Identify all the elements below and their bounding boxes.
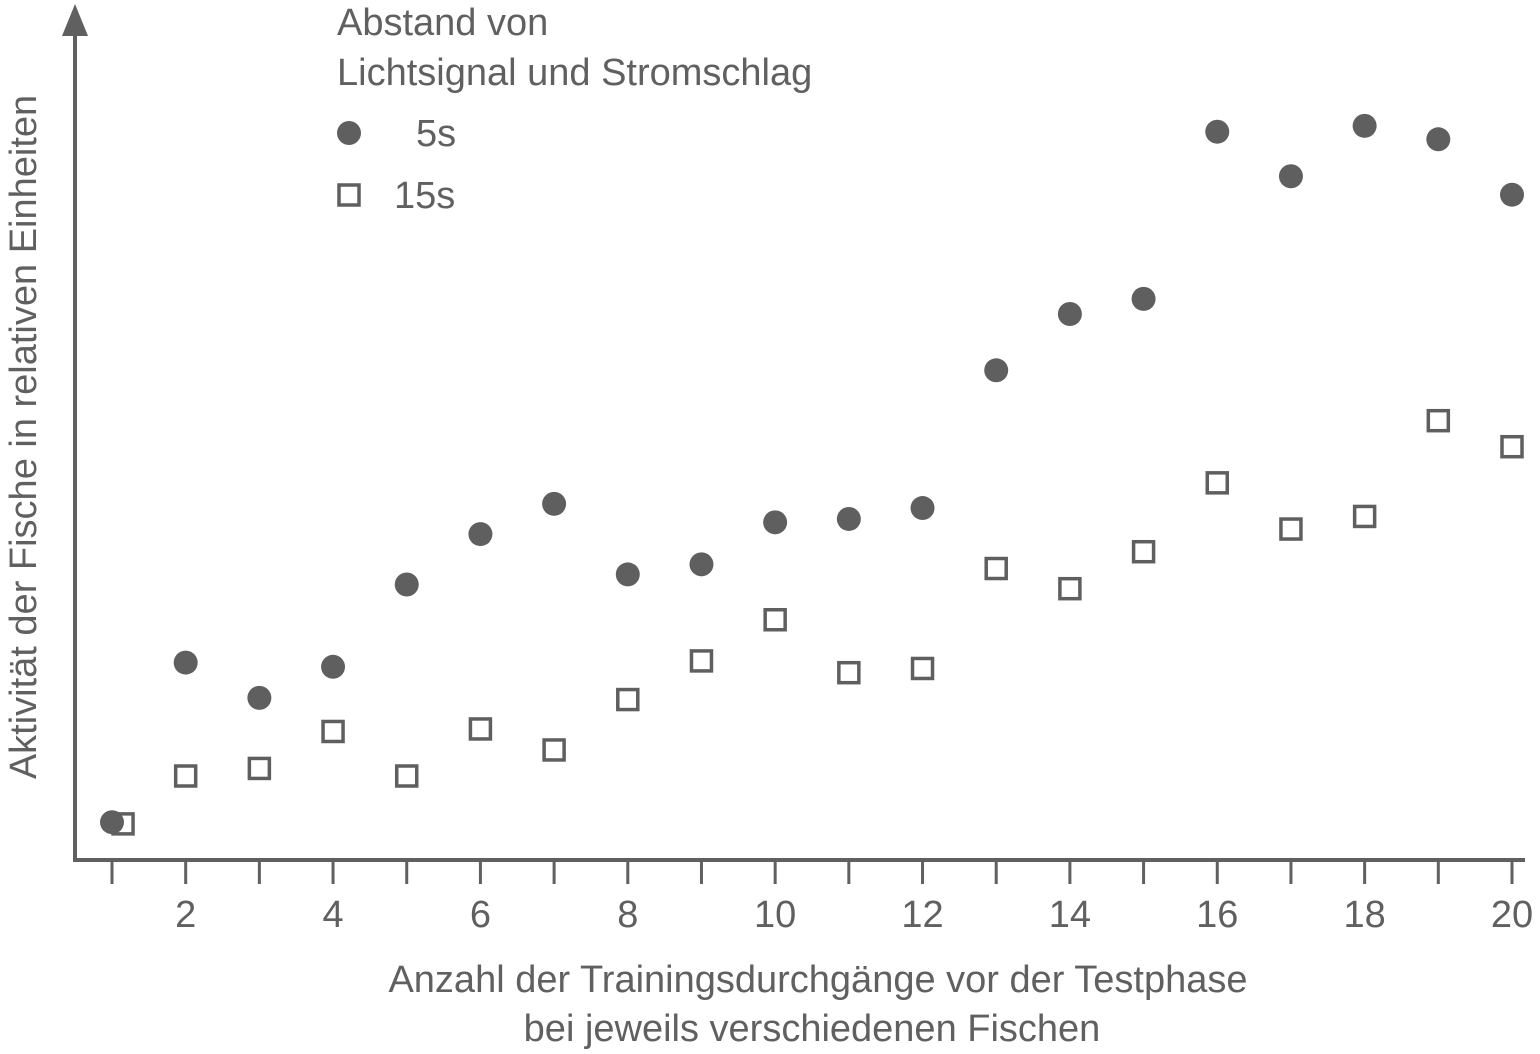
legend-label-5s: 5s [416,113,456,155]
point-15s-9 [689,649,714,673]
point-15s-13 [984,556,1008,581]
point-5s-13 [984,358,1009,383]
point-5s-18 [1352,113,1377,138]
x-tick-label: 2 [175,894,196,936]
point-15s-8 [616,687,640,712]
point-5s-12 [910,496,935,521]
series-5s [100,113,1524,835]
point-15s-14 [1058,576,1082,601]
series-15s [111,408,1524,836]
x-axis-title-line-1: Anzahl der Trainingsdurchgänge vor der T… [388,959,1247,1001]
point-5s-8 [615,562,640,587]
x-tick-label: 6 [470,894,491,936]
data-series [100,113,1524,836]
point-15s-16 [1205,471,1230,495]
legend-label-15s: 15s [394,175,455,217]
x-tick-label: 14 [1049,894,1091,936]
point-15s-4 [321,719,345,744]
point-5s-10 [763,510,788,535]
x-tick-label: 20 [1491,894,1533,936]
point-5s-7 [542,491,567,516]
point-15s-11 [837,660,861,685]
point-5s-2 [173,650,198,675]
point-5s-9 [689,552,714,577]
point-5s-11 [836,506,861,531]
legend: Abstand von Lichtsignal und Stromschlag … [337,2,812,217]
y-axis-arrowhead [62,4,88,36]
x-tick-label: 18 [1343,894,1385,936]
point-5s-16 [1205,119,1230,144]
legend-marker-5s [337,121,361,145]
point-15s-10 [763,608,787,632]
point-15s-2 [173,764,198,788]
point-5s-14 [1057,302,1082,326]
point-5s-19 [1426,127,1451,152]
point-15s-18 [1352,504,1377,529]
point-5s-6 [468,522,493,547]
legend-title-line-1: Abstand von [337,2,548,44]
x-axis-tick-labels: 2 4 6 8 10 12 14 16 18 20 [175,894,1533,936]
y-axis-title: Aktivität der Fische in relativen Einhei… [3,95,45,779]
point-15s-20 [1500,434,1524,459]
point-5s-5 [394,572,419,597]
point-15s-5 [394,764,419,788]
point-15s-6 [468,717,493,741]
x-tick-label: 10 [754,894,796,936]
point-5s-4 [321,654,346,679]
point-5s-3 [247,685,272,710]
x-tick-label: 4 [322,894,343,936]
point-5s-20 [1500,182,1524,207]
x-axis-title-line-2: bei jeweils verschiedenen Fischen [524,1008,1101,1050]
legend-marker-15s [337,183,361,207]
point-15s-19 [1426,408,1451,433]
point-5s-17 [1278,164,1303,189]
x-tick-label: 8 [617,894,638,936]
x-axis-ticks [110,862,1514,884]
point-15s-1 [111,812,135,836]
point-15s-17 [1279,517,1303,541]
x-tick-label: 12 [901,894,943,936]
point-15s-12 [910,656,935,681]
point-5s-15 [1131,286,1156,311]
legend-title-line-2: Lichtsignal und Stromschlag [337,52,812,94]
point-15s-15 [1131,539,1156,564]
point-15s-3 [247,756,272,781]
point-15s-7 [542,738,566,762]
x-tick-label: 16 [1196,894,1238,936]
